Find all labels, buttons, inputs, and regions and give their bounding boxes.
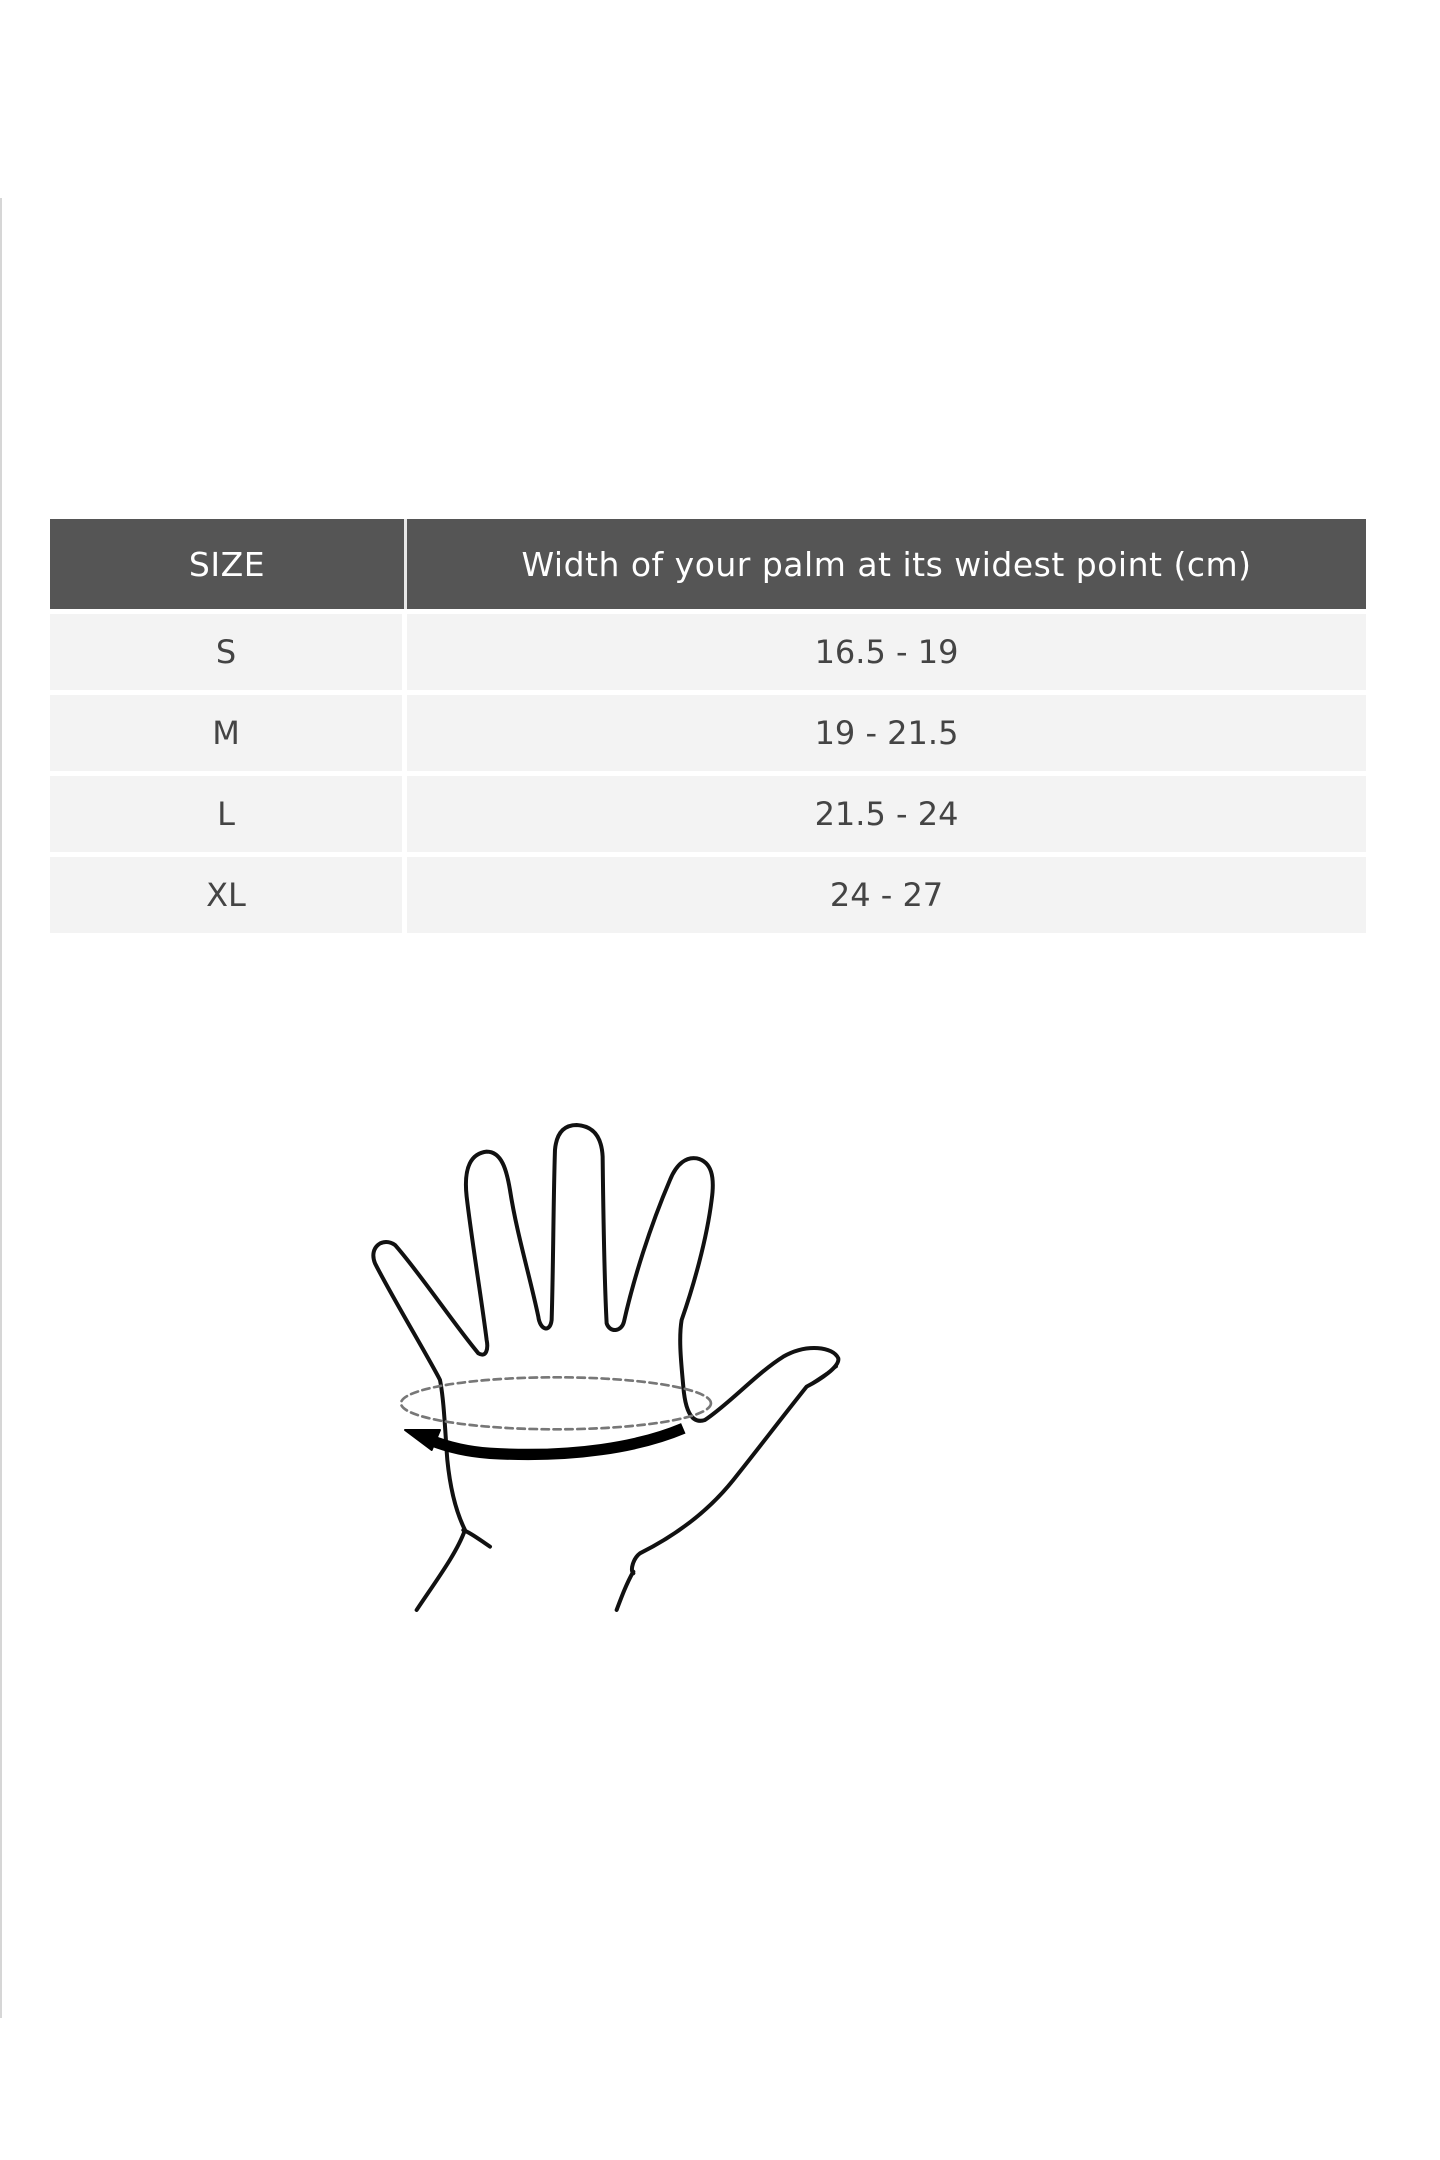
range-cell: 16.5 - 19	[407, 614, 1366, 690]
table-row: S 16.5 - 19	[50, 614, 1366, 690]
table-row: L 21.5 - 24	[50, 776, 1366, 852]
table-row: XL 24 - 27	[50, 857, 1366, 933]
range-cell: 21.5 - 24	[407, 776, 1366, 852]
size-cell: M	[50, 695, 407, 771]
size-cell: S	[50, 614, 407, 690]
measure-arrow-icon	[427, 1423, 686, 1461]
size-cell: XL	[50, 857, 407, 933]
size-chart-table: SIZE Width of your palm at its widest po…	[50, 514, 1366, 938]
wrist-crease	[461, 1527, 492, 1549]
table-header-row: SIZE Width of your palm at its widest po…	[50, 519, 1366, 609]
table-row: M 19 - 21.5	[50, 695, 1366, 771]
header-size: SIZE	[50, 519, 407, 609]
range-cell: 24 - 27	[407, 857, 1366, 933]
header-palm-width: Width of your palm at its widest point (…	[407, 519, 1366, 609]
hand-outline	[371, 1122, 841, 1612]
size-cell: L	[50, 776, 407, 852]
palm-measure-dashed-line	[399, 1375, 713, 1431]
thumbnail	[805, 1365, 838, 1388]
left-border	[0, 198, 2, 2018]
range-cell: 19 - 21.5	[407, 695, 1366, 771]
arrow-head	[403, 1428, 441, 1451]
